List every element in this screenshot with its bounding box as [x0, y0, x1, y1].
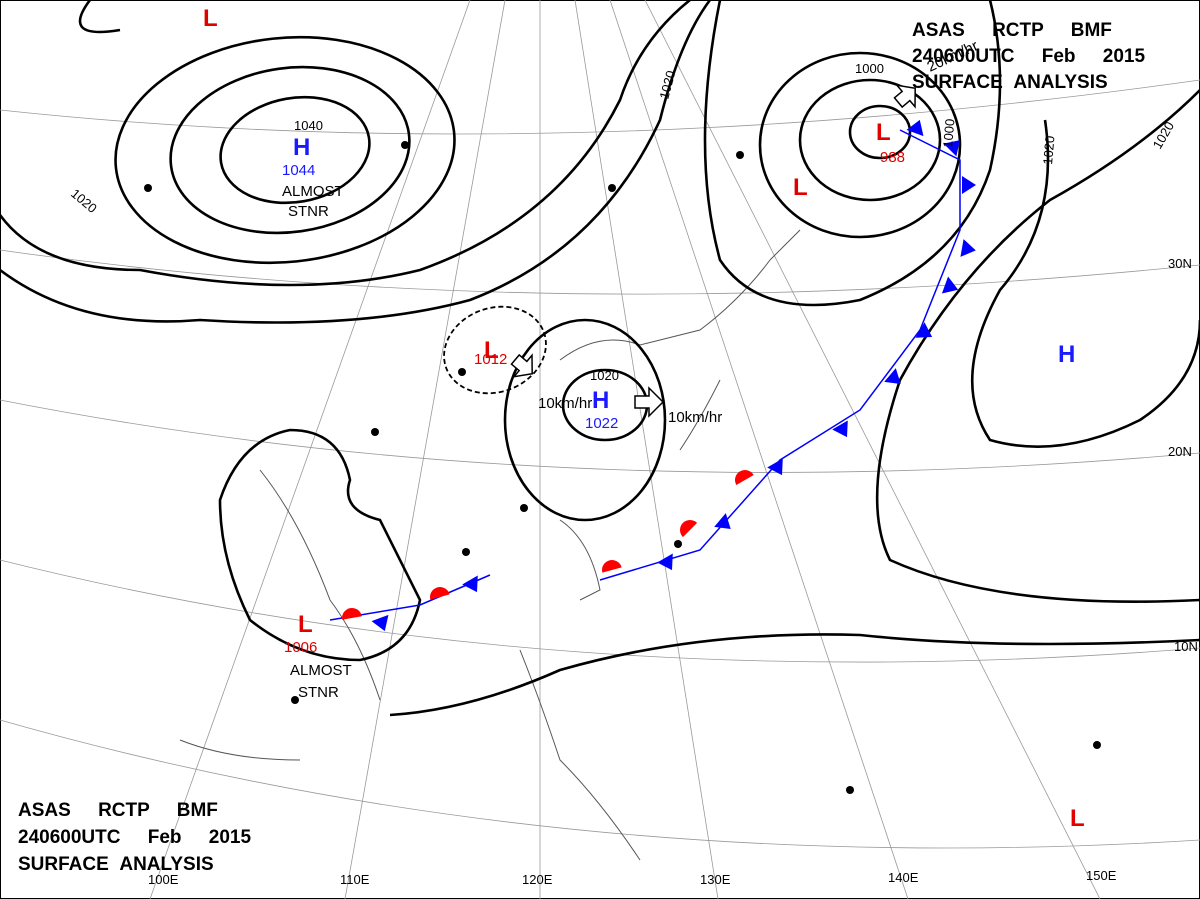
high-symbol: H: [592, 387, 609, 414]
note: ALMOST: [282, 183, 344, 200]
coastlines: [179, 229, 801, 861]
cold-front-triangle: [371, 614, 389, 632]
cold-front-triangle: [941, 276, 959, 294]
center-pressure: 1006: [284, 639, 317, 656]
cold-front-triangle: [915, 322, 933, 338]
warm-front-semicircle: [342, 608, 362, 620]
title-line: SURFACE ANALYSIS: [18, 854, 214, 875]
front-line: [599, 129, 961, 581]
isobar: [970, 119, 1200, 448]
latitude-label: 10N: [1174, 639, 1198, 654]
center-pressure: 1022: [585, 415, 618, 432]
longitude-line: [344, 0, 506, 899]
isobars: [0, 0, 1200, 717]
grid-labels: 30N 20N 10N 100E 110E 120E 130E 140E 150…: [148, 256, 1198, 887]
title-line: ASAS RCTP BMF: [912, 20, 1112, 41]
isobar: [169, 65, 411, 235]
note: STNR: [288, 203, 329, 220]
latitude-label: 30N: [1168, 256, 1192, 271]
isobar: [219, 95, 371, 205]
cold-front-triangle: [767, 458, 783, 476]
isobar-label: 1020: [656, 69, 678, 101]
pressure-centers: H 1044 H 1022 H L 988 L L 1012 L 1006 L …: [203, 5, 1085, 832]
latitude-line: [0, 249, 1200, 295]
isobar-label: 1000: [940, 118, 957, 148]
isobar: [218, 428, 422, 662]
low-symbol: L: [876, 119, 891, 146]
cold-front-triangle: [962, 176, 976, 194]
longitude-label: 100E: [148, 872, 179, 887]
isobar: [0, 0, 691, 287]
motion-arrow: [510, 353, 533, 378]
cold-front-triangle: [832, 420, 848, 438]
latitude-label: 20N: [1168, 444, 1192, 459]
longitude-label: 150E: [1086, 868, 1117, 883]
title-line: SURFACE ANALYSIS: [912, 72, 1108, 93]
low-symbol: L: [203, 5, 218, 32]
fronts: [329, 119, 976, 632]
cold-front-triangle: [657, 553, 673, 571]
motion-arrow: [634, 386, 665, 418]
center-pressure: 1044: [282, 162, 315, 179]
title-line: 240600UTC Feb 2015: [912, 46, 1145, 67]
longitude-label: 110E: [340, 872, 370, 887]
title-line: ASAS RCTP BMF: [18, 800, 218, 821]
warm-front-semicircle: [430, 587, 450, 600]
isobar: [389, 633, 1200, 717]
latitude-line: [0, 559, 1200, 663]
isobar: [875, 89, 1200, 603]
warm-front-semicircle: [735, 470, 754, 485]
low-symbol: L: [298, 611, 313, 638]
isobar-label: 1040: [294, 118, 323, 133]
isobar: [114, 35, 456, 265]
cold-front-triangle: [906, 119, 924, 137]
note: STNR: [298, 684, 339, 701]
isobar: [443, 305, 547, 395]
longitude-line: [644, 0, 1101, 899]
latitude-line: [0, 399, 1200, 473]
isobar-label: 1020: [590, 368, 619, 383]
note: ALMOST: [290, 662, 352, 679]
latitude-line: [0, 79, 1200, 135]
center-pressure: 1012: [474, 351, 507, 368]
station-plots: [144, 141, 1101, 794]
isobar: [78, 0, 121, 34]
motion-arrow: [893, 84, 916, 109]
isobar-label: 1000: [855, 61, 884, 76]
title-line: 240600UTC Feb 2015: [18, 827, 251, 848]
low-symbol: L: [793, 174, 808, 201]
motion-label: 10km/hr: [668, 409, 722, 426]
low-symbol: L: [1070, 805, 1085, 832]
cold-front-triangle: [960, 239, 976, 257]
warm-front-semicircle: [680, 520, 698, 538]
isobar-label: 1020: [1040, 135, 1057, 165]
center-pressure: 988: [880, 149, 905, 166]
cold-front-triangle: [943, 140, 960, 157]
longitude-line: [574, 0, 719, 899]
warm-front-semicircle: [602, 560, 622, 573]
longitude-label: 130E: [700, 872, 731, 887]
isobar: [0, 0, 712, 324]
high-symbol: H: [1058, 341, 1075, 368]
low-symbol: L: [484, 337, 499, 364]
motion-label: 10km/hr: [538, 395, 592, 412]
latitude-line: [0, 719, 1200, 849]
isobar: [848, 104, 912, 160]
isobar: [703, 0, 1002, 307]
isobar: [503, 318, 667, 522]
high-symbol: H: [293, 134, 310, 161]
longitude-label: 120E: [522, 872, 553, 887]
cold-front-triangle: [714, 513, 731, 529]
cold-front-triangle: [884, 368, 901, 384]
longitude-line: [149, 0, 471, 899]
isobar: [798, 78, 942, 202]
longitude-line: [609, 0, 909, 899]
cold-front-triangle: [462, 575, 478, 593]
isobar: [758, 51, 962, 239]
longitude-label: 140E: [888, 870, 919, 885]
